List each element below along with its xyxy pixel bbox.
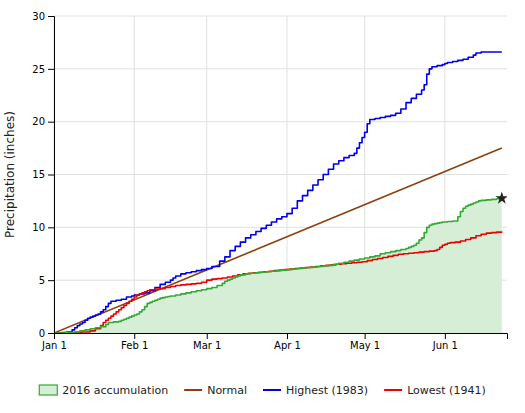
legend: 2016 accumulation Normal Highest (1983) Low… (39, 384, 485, 397)
legend-item: 2016 accumulation (39, 384, 168, 397)
series-line (54, 198, 502, 333)
y-tick-mark (48, 69, 54, 70)
y-tick: 5 (39, 275, 54, 286)
legend-item: Highest (1983) (263, 384, 368, 397)
series-line (54, 148, 502, 333)
x-axis-line (55, 334, 508, 340)
x-tick-label: Jun 1 (432, 340, 458, 351)
x-tick-mark (445, 333, 446, 339)
x-tick-label: Jan 1 (41, 340, 67, 351)
chart-svg: Jan 1 Feb 1 Mar 1 Apr 1 May 1 Jun 1 0 5 10 15 20 25… (0, 0, 525, 413)
legend-label: Normal (207, 384, 247, 397)
grid-line-y (54, 16, 507, 17)
grid (54, 16, 507, 333)
y-tick: 20 (32, 116, 54, 127)
x-tick-label: Apr 1 (274, 340, 301, 351)
legend-swatch (384, 389, 402, 391)
legend-swatch (39, 385, 57, 395)
legend-label: Highest (1983) (286, 384, 368, 397)
y-tick-label: 10 (32, 222, 45, 233)
grid-line-y (54, 68, 507, 69)
y-tick: 0 (39, 328, 54, 339)
legend-swatch (184, 389, 202, 391)
y-tick-mark (48, 333, 54, 334)
y-tick: 10 (32, 222, 54, 233)
plot-area: Jan 1 Feb 1 Mar 1 Apr 1 May 1 Jun 1 0 5 10 15 20 25… (32, 11, 508, 351)
y-tick-mark (48, 122, 54, 123)
chart-container: Jan 1 Feb 1 Mar 1 Apr 1 May 1 Jun 1 0 5 10 15 20 25… (0, 0, 525, 413)
y-tick-label: 5 (39, 275, 45, 286)
x-tick: May 1 (350, 333, 380, 351)
x-axis: Jan 1 Feb 1 Mar 1 Apr 1 May 1 Jun 1 (41, 333, 507, 351)
legend-item: Normal (184, 384, 247, 397)
y-axis-line (48, 17, 55, 334)
y-tick-label: 20 (32, 116, 45, 127)
x-tick-mark (134, 333, 135, 339)
x-tick-label: Mar 1 (193, 340, 221, 351)
x-tick: Jun 1 (432, 333, 458, 351)
y-tick: 30 (32, 11, 54, 22)
series-group (54, 52, 507, 333)
point-marker (495, 192, 507, 204)
x-tick-mark (207, 333, 208, 339)
y-tick-label: 15 (32, 169, 45, 180)
y-tick-label: 0 (39, 328, 45, 339)
y-tick-mark (48, 280, 54, 281)
x-tick: Mar 1 (193, 333, 221, 351)
x-tick-mark (365, 333, 366, 339)
y-axis: 0 5 10 15 20 25 30 (32, 11, 54, 339)
x-tick-label: Feb 1 (121, 340, 148, 351)
x-tick-mark (287, 333, 288, 339)
y-tick-mark (48, 16, 54, 17)
x-tick: Apr 1 (274, 333, 301, 351)
y-axis-label: Precipitation (inches) (3, 111, 17, 238)
y-tick-label: 30 (32, 11, 45, 22)
y-tick-mark (48, 227, 54, 228)
grid-line-y (54, 121, 507, 122)
legend-item: Lowest (1941) (384, 384, 486, 397)
legend-label: Lowest (1941) (407, 384, 486, 397)
x-tick: Feb 1 (121, 333, 148, 351)
legend-label: 2016 accumulation (62, 384, 168, 397)
y-tick-label: 25 (32, 64, 45, 75)
y-tick: 15 (32, 169, 54, 180)
series-line (54, 52, 502, 333)
y-tick: 25 (32, 64, 54, 75)
legend-swatch (263, 389, 281, 391)
x-tick-label: May 1 (350, 340, 380, 351)
y-tick-mark (48, 175, 54, 176)
series-line (54, 232, 502, 333)
